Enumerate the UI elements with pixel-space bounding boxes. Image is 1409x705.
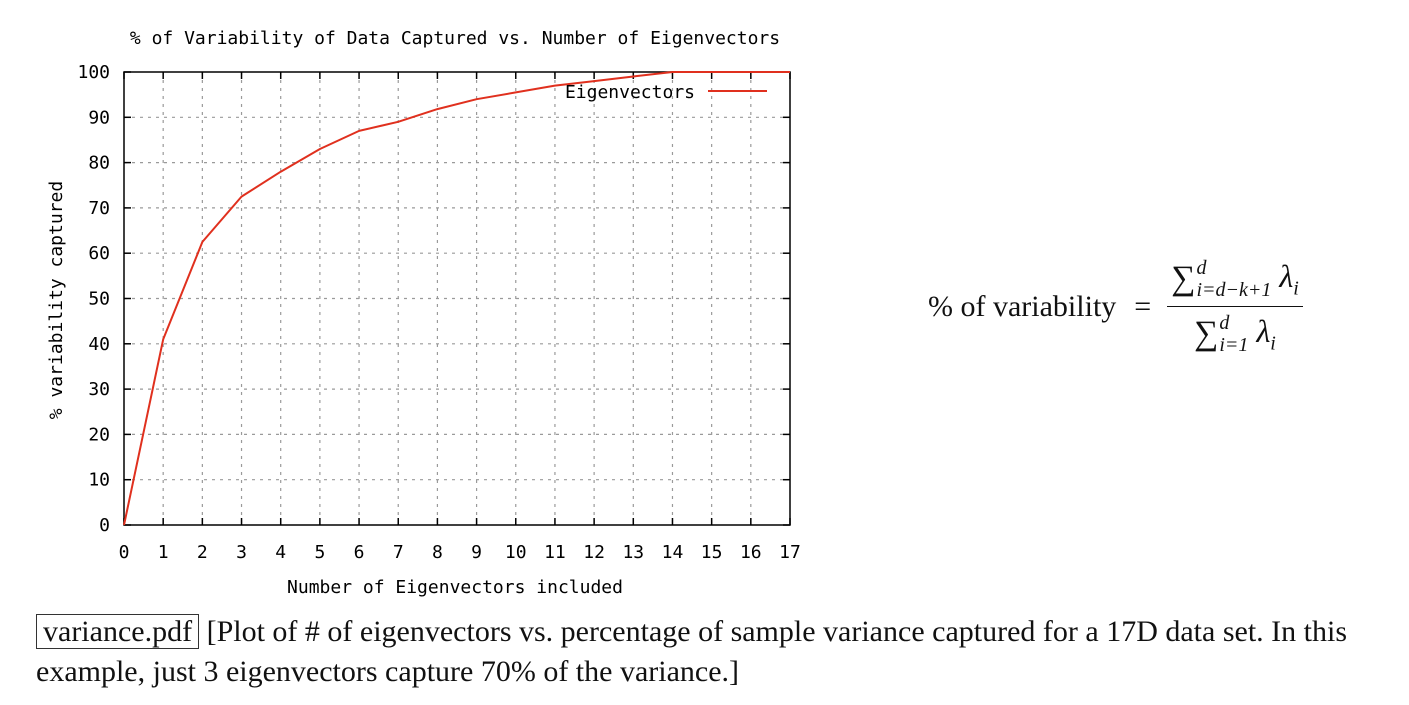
x-tick-label: 10 [505,542,527,563]
file-name-box: variance.pdf [36,614,200,649]
denominator-lower-limit: i=1 [1219,334,1249,356]
x-tick-label: 13 [622,542,644,563]
denominator-sum-symbol: ∑ [1194,315,1219,352]
legend: Eigenvectors [565,82,767,103]
plot-frame [123,71,791,526]
numerator-sum-symbol: ∑ [1171,260,1196,297]
numerator-lambda: λi [1279,260,1298,298]
x-tick-label: 9 [471,542,482,563]
series-layer [123,71,790,526]
y-tick-label: 0 [99,515,110,536]
formula-numerator: ∑ d i=d−k+1 λi [1167,258,1303,306]
x-tick-label: 2 [197,542,208,563]
denominator-lambda-symbol: λ [1256,312,1271,349]
caption-text: [Plot of # of eigenvectors vs. percentag… [36,615,1347,688]
x-tick-label: 11 [544,542,566,563]
y-tick-label: 70 [88,198,110,219]
variability-formula: % of variability = ∑ d i=d−k+1 λi ∑ d i=… [928,258,1303,355]
numerator-limits: d i=d−k+1 [1196,258,1271,300]
x-tick-label: 14 [662,542,684,563]
formula-lhs: % of variability [928,289,1117,323]
numerator-lambda-symbol: λ [1279,257,1294,294]
denominator-lambda-index: i [1270,332,1276,355]
x-tick-label: 1 [158,542,169,563]
x-tick-label: 4 [275,542,286,563]
y-tick-label: 90 [88,107,110,128]
denominator-lambda: λi [1256,315,1275,353]
x-tick-label: 0 [119,542,130,563]
x-tick-label: 17 [779,542,801,563]
x-tick-label: 15 [701,542,723,563]
formula-fraction: ∑ d i=d−k+1 λi ∑ d i=1 λi [1167,258,1303,355]
figure-caption: variance.pdf [Plot of # of eigenvectors … [36,612,1376,692]
numerator-upper-limit: d [1196,257,1207,279]
variance-chart: % of Variability of Data Captured vs. Nu… [46,28,801,598]
x-tick-label: 16 [740,542,762,563]
legend-label: Eigenvectors [565,82,695,103]
chart-title: % of Variability of Data Captured vs. Nu… [130,28,780,49]
y-tick-label: 10 [88,470,110,491]
x-axis: 0 1 2 3 4 5 6 7 8 9 10 11 12 13 14 15 16 17 [119,72,801,563]
x-tick-label: 8 [432,542,443,563]
y-axis: 0 10 20 30 40 50 60 70 80 90 100 [77,62,790,536]
y-tick-label: 100 [77,62,110,83]
formula-equals: = [1134,289,1152,323]
fraction-bar [1167,306,1303,307]
x-tick-label: 6 [354,542,365,563]
x-tick-label: 5 [314,542,325,563]
x-axis-label: Number of Eigenvectors included [287,577,623,598]
chart-grid [124,72,790,525]
series-line-eigenvectors [123,71,790,526]
y-tick-label: 30 [88,379,110,400]
denominator-upper-limit: d [1219,312,1230,334]
y-tick-label: 60 [88,243,110,264]
x-tick-label: 3 [236,542,247,563]
y-tick-label: 40 [88,334,110,355]
denominator-limits: d i=1 [1219,313,1248,355]
numerator-lower-limit: i=d−k+1 [1196,279,1272,301]
formula-denominator: ∑ d i=1 λi [1190,307,1280,355]
y-tick-label: 20 [88,424,110,445]
y-axis-label: % variability captured [46,181,67,419]
y-tick-label: 80 [88,153,110,174]
x-tick-label: 12 [583,542,605,563]
numerator-lambda-index: i [1293,277,1299,300]
y-tick-label: 50 [88,289,110,310]
x-tick-label: 7 [393,542,404,563]
